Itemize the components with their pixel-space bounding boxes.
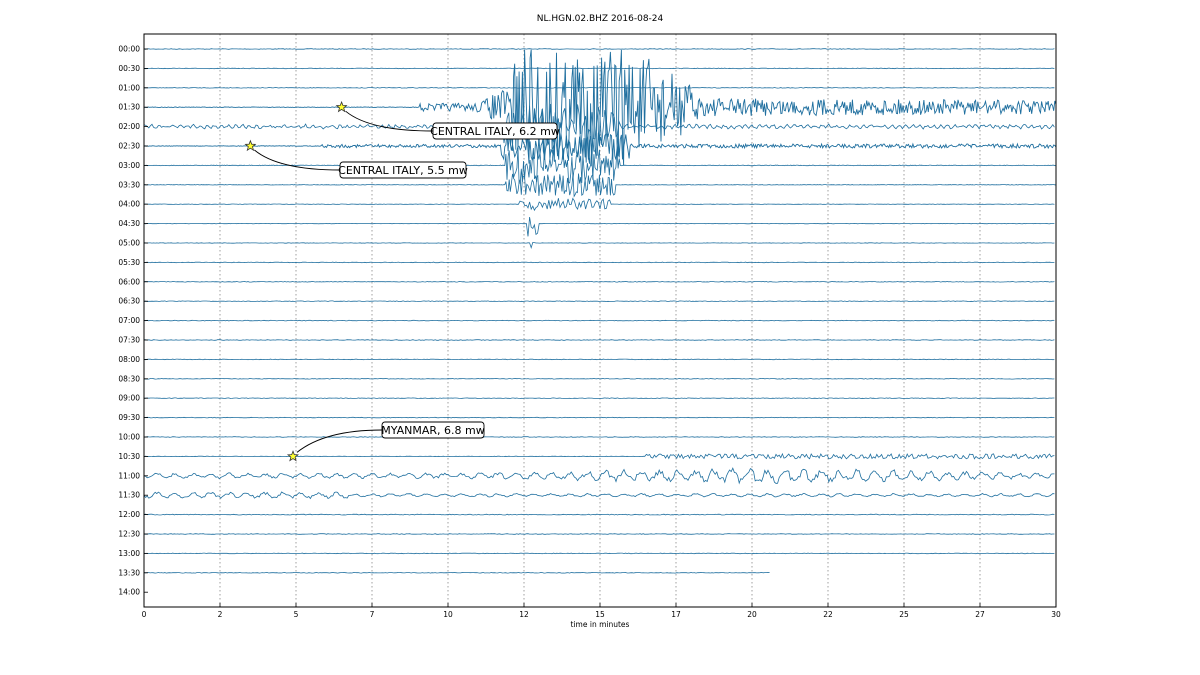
x-tick-label: 22 xyxy=(823,610,833,619)
trace-11:30 xyxy=(143,491,1055,500)
trace-09:30 xyxy=(143,416,1055,419)
trace-00:30 xyxy=(143,67,1055,70)
grid-lines xyxy=(219,34,981,607)
x-tick-label: 25 xyxy=(899,610,909,619)
trace-03:00 xyxy=(143,148,1056,184)
event-label: CENTRAL ITALY, 6.2 mw xyxy=(430,125,560,138)
trace-01:00 xyxy=(143,87,1055,89)
y-tick-label: 10:00 xyxy=(118,433,140,442)
y-tick-label: 11:30 xyxy=(118,491,140,500)
trace-02:30 xyxy=(143,132,1057,162)
y-tick-label: 13:00 xyxy=(118,549,140,558)
trace-04:00 xyxy=(143,197,1055,212)
x-tick-label: 15 xyxy=(595,610,605,619)
y-tick-label: 13:30 xyxy=(118,568,140,577)
y-tick-label: 12:30 xyxy=(118,530,140,539)
trace-06:30 xyxy=(143,300,1055,302)
annotation-connector xyxy=(296,429,383,453)
y-tick-label: 01:30 xyxy=(118,103,140,112)
y-tick-label: 07:00 xyxy=(118,316,140,325)
y-tick-label: 11:00 xyxy=(118,471,140,480)
event-label: MYANMAR, 6.8 mw xyxy=(381,424,484,437)
y-tick-label: 07:30 xyxy=(118,336,140,345)
trace-00:00 xyxy=(143,48,1055,50)
y-tick-label: 09:30 xyxy=(118,413,140,422)
trace-12:30 xyxy=(143,533,1055,535)
trace-01:30 xyxy=(144,49,1057,167)
annotation-connector xyxy=(345,110,434,132)
annotation-connector xyxy=(254,149,341,171)
trace-03:30 xyxy=(144,173,1056,198)
y-tick-label: 12:00 xyxy=(118,510,140,519)
x-tick-label: 2 xyxy=(218,610,223,619)
x-tick-label: 17 xyxy=(671,610,681,619)
y-tick-label: 08:30 xyxy=(118,374,140,383)
event-annotations: CENTRAL ITALY, 6.2 mw CENTRAL ITALY, 5.5 … xyxy=(244,100,560,462)
trace-04:30 xyxy=(143,216,1055,237)
trace-08:30 xyxy=(143,378,1055,380)
y-tick-label: 00:30 xyxy=(118,64,140,73)
x-tick-label: 0 xyxy=(142,610,147,619)
y-tick-label: 04:30 xyxy=(118,219,140,228)
annotation-box xyxy=(381,421,485,439)
y-tick-label: 00:00 xyxy=(118,45,140,54)
trace-11:00 xyxy=(143,467,1055,485)
trace-07:30 xyxy=(143,339,1055,341)
y-tick-label: 10:30 xyxy=(118,452,140,461)
x-tick-label: 10 xyxy=(443,610,453,619)
y-tick-label: 01:00 xyxy=(118,83,140,92)
x-axis-label: time in minutes xyxy=(571,620,630,629)
x-tick-label: 20 xyxy=(747,610,757,619)
trace-06:00 xyxy=(143,281,1055,283)
y-tick-label: 04:00 xyxy=(118,200,140,209)
y-tick-label: 05:00 xyxy=(118,239,140,248)
y-tick-label: 02:30 xyxy=(118,142,140,151)
y-tick-label: 06:30 xyxy=(118,297,140,306)
trace-10:30 xyxy=(143,452,1055,460)
trace-05:30 xyxy=(143,261,1055,264)
chart-title: NL.HGN.02.BHZ 2016-08-24 xyxy=(537,14,664,24)
trace-13:00 xyxy=(143,552,1055,555)
trace-05:00 xyxy=(143,241,1055,250)
y-tick-label: 02:00 xyxy=(118,122,140,131)
y-tick-label: 05:30 xyxy=(118,258,140,267)
y-tick-label: 14:00 xyxy=(118,588,140,597)
event-star-marker xyxy=(286,450,299,462)
trace-09:00 xyxy=(143,397,1055,399)
annotation-box xyxy=(339,161,467,179)
event-star-marker xyxy=(244,139,257,152)
event-label: CENTRAL ITALY, 5.5 mw xyxy=(338,164,468,177)
x-tick-label: 7 xyxy=(370,610,375,619)
y-tick-label: 03:30 xyxy=(118,180,140,189)
y-tick-label: 09:00 xyxy=(118,394,140,403)
trace-12:00 xyxy=(143,513,1055,516)
y-tick-label: 03:00 xyxy=(118,161,140,170)
annotation-box xyxy=(432,122,558,140)
trace-02:00 xyxy=(143,103,1055,151)
event-star-marker xyxy=(335,100,348,113)
x-axis-ticks: 0 2 5 7 10 12 15 17 20 22 25 27 30 xyxy=(142,603,1061,619)
x-tick-label: 12 xyxy=(519,610,529,619)
trace-07:00 xyxy=(143,319,1055,322)
trace-08:00 xyxy=(143,358,1055,361)
trace-10:00 xyxy=(144,436,1055,438)
x-tick-label: 27 xyxy=(975,610,985,619)
y-tick-label: 06:00 xyxy=(118,277,140,286)
trace-13:30 xyxy=(143,572,770,574)
x-tick-label: 5 xyxy=(294,610,299,619)
y-axis-ticks: 00:00 00:30 01:00 01:30 02:00 02:30 03:00 03:30… xyxy=(118,45,148,597)
x-tick-label: 30 xyxy=(1051,610,1061,619)
trace-lines xyxy=(143,48,1057,574)
y-tick-label: 08:00 xyxy=(118,355,140,364)
